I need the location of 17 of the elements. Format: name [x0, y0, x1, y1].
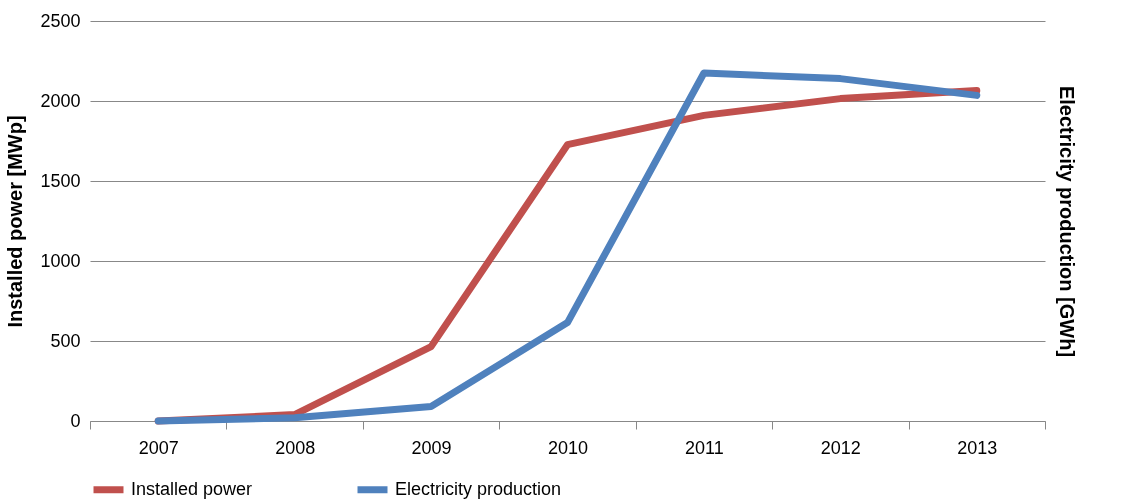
x-tick-label: 2007 — [138, 437, 179, 458]
x-tick-label: 2012 — [820, 437, 861, 458]
y-tick-label: 1500 — [40, 170, 81, 191]
y-tick-label: 500 — [50, 330, 81, 351]
legend-label: Electricity production — [395, 478, 562, 499]
y-tick-label: 1000 — [40, 250, 81, 271]
y-tick-label: 0 — [70, 410, 81, 431]
x-tick-label: 2010 — [547, 437, 589, 458]
y-tick-label: 2500 — [40, 10, 81, 31]
y-axis-title: Installed power [MWp] — [4, 115, 27, 328]
x-tick-label: 2008 — [275, 437, 316, 458]
legend-label: Installed power — [131, 478, 253, 499]
x-tick-label: 2013 — [957, 437, 998, 458]
y2-axis-title: Electricity production [GWh] — [1055, 85, 1078, 358]
x-tick-label: 2009 — [411, 437, 452, 458]
x-tick-label: 2011 — [685, 437, 724, 458]
y-tick-label: 2000 — [40, 90, 81, 111]
